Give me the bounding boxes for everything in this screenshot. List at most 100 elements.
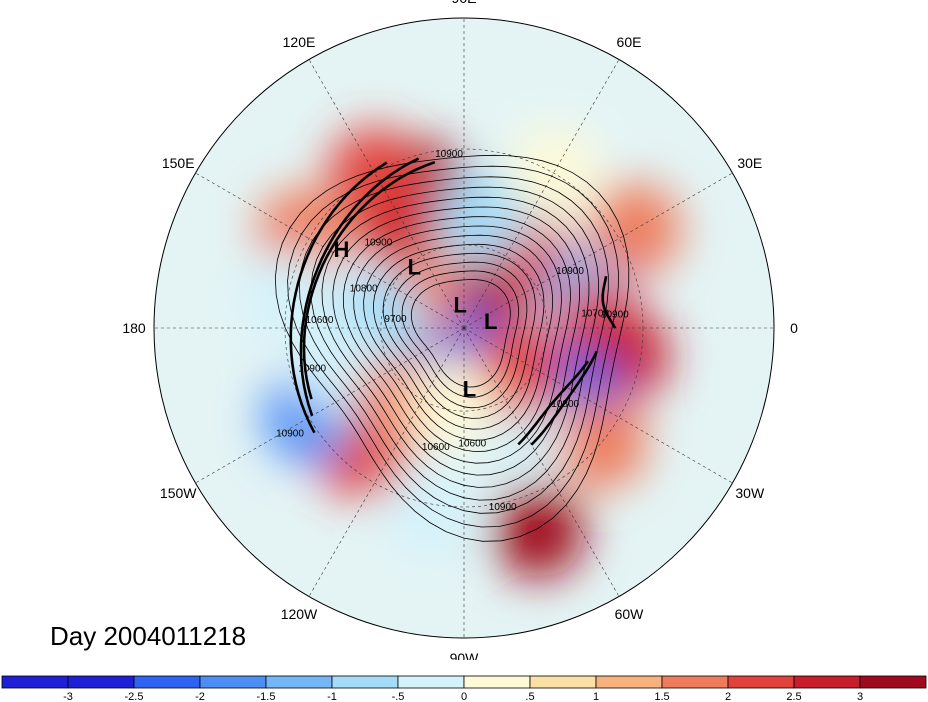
anomaly-field bbox=[154, 18, 774, 638]
jet-core-atlantic bbox=[517, 360, 590, 446]
low-center-label: L bbox=[453, 293, 466, 318]
colorbar-tick-label: -2 bbox=[195, 691, 205, 702]
meridian-line bbox=[308, 327, 465, 597]
longitude-label: 90E bbox=[452, 0, 477, 6]
height-contour bbox=[392, 261, 528, 409]
colorbar-box bbox=[727, 675, 795, 689]
contour-label: 10600 bbox=[422, 442, 450, 453]
height-contour bbox=[363, 234, 554, 441]
colorbar-tick-label: 2 bbox=[725, 691, 731, 702]
jet-core-atlantic bbox=[530, 350, 598, 446]
colorbar-box bbox=[595, 675, 663, 689]
longitude-label: 60W bbox=[615, 606, 645, 622]
jet-core-pacific bbox=[289, 161, 388, 434]
contour-label: 10900 bbox=[556, 266, 584, 277]
height-contours bbox=[274, 154, 630, 542]
contour-label: 10900 bbox=[364, 237, 392, 248]
contour-label: 10600 bbox=[306, 315, 334, 326]
polar-map: 10900 10900 10800 9700 10600 10900 10900 10600 1… bbox=[122, 0, 798, 660]
longitude-label: 150E bbox=[162, 155, 195, 171]
height-contour bbox=[287, 165, 619, 528]
low-center-label: L bbox=[463, 377, 476, 402]
jet-streams bbox=[289, 157, 617, 446]
colorbar-box bbox=[661, 675, 729, 689]
height-contour bbox=[373, 243, 545, 430]
plot-title: Day 2004011218 bbox=[50, 621, 247, 651]
contour-label: 10800 bbox=[551, 399, 579, 410]
meridian-line bbox=[463, 327, 620, 597]
colorbar-box bbox=[331, 675, 399, 689]
longitude-label: 120E bbox=[283, 34, 316, 50]
jet-core-pacific bbox=[302, 160, 436, 400]
latitude-circle bbox=[284, 148, 644, 508]
colorbar-box bbox=[397, 675, 465, 689]
longitude-label: 0 bbox=[790, 320, 798, 336]
contour-label: 10900 bbox=[298, 364, 326, 375]
contour-labels: 10900 10900 10800 9700 10600 10900 10900 10600 1… bbox=[276, 149, 629, 513]
longitude-label: 60E bbox=[617, 34, 642, 50]
height-contour bbox=[332, 206, 581, 476]
longitude-label: 30W bbox=[735, 485, 765, 501]
longitude-label: 150W bbox=[160, 485, 197, 501]
colorbar-tick-label: 1 bbox=[593, 691, 599, 702]
anomaly-blob bbox=[492, 486, 585, 578]
colorbar-tick-label: -2.5 bbox=[125, 691, 144, 702]
contour-label: 10900 bbox=[435, 149, 463, 160]
height-contour bbox=[401, 270, 519, 398]
colorbar-box bbox=[67, 675, 135, 689]
colorbar: -3 -2.5 -2 -1.5 -1 -.5 0 .5 1 1.5 2 2.5 3 bbox=[1, 675, 927, 702]
colorbar-tick-label: .5 bbox=[525, 691, 534, 702]
height-contour bbox=[353, 225, 562, 453]
colorbar-box bbox=[265, 675, 333, 689]
colorbar-tick-label: 1.5 bbox=[654, 691, 669, 702]
jet-core-europe bbox=[601, 276, 617, 329]
colorbar-tick-label: -3 bbox=[63, 691, 73, 702]
meridian-line bbox=[195, 172, 465, 329]
contour-label: 10700 bbox=[581, 309, 609, 320]
longitude-labels: 90E 60E 30E 0 30W 60W 90W 120W 150W 180 150E 120E bbox=[122, 0, 798, 660]
low-center-label: L bbox=[408, 255, 421, 280]
meridian-line bbox=[308, 59, 465, 329]
height-contour bbox=[410, 279, 511, 388]
colorbar-boxes bbox=[1, 675, 927, 689]
height-contour bbox=[298, 176, 609, 514]
longitude-label: 30E bbox=[737, 155, 762, 171]
colorbar-tick-label: 2.5 bbox=[786, 691, 801, 702]
colorbar-tick-label: -.5 bbox=[392, 691, 405, 702]
contour-label: 9700 bbox=[384, 314, 407, 325]
anomaly-blob bbox=[555, 397, 648, 489]
anomaly-blob bbox=[241, 250, 334, 343]
height-contour bbox=[310, 186, 599, 501]
colorbar-ticks: -3 -2.5 -2 -1.5 -1 -.5 0 .5 1 1.5 2 2.5 3 bbox=[63, 691, 863, 702]
anomaly-blob bbox=[589, 183, 681, 276]
meridian-line bbox=[463, 327, 733, 484]
meridian-line bbox=[195, 327, 465, 484]
colorbar-box bbox=[463, 675, 531, 689]
longitude-label: 120W bbox=[281, 606, 318, 622]
jet-core-pacific bbox=[299, 157, 420, 417]
colorbar-box bbox=[859, 675, 927, 689]
colorbar-tick-label: 3 bbox=[857, 691, 863, 702]
longitude-label: 90W bbox=[450, 650, 480, 660]
map-boundary bbox=[153, 17, 775, 639]
colorbar-box bbox=[793, 675, 861, 689]
high-center-label: H bbox=[333, 237, 349, 262]
height-contour bbox=[342, 216, 571, 464]
colorbar-tick-label: -1.5 bbox=[257, 691, 276, 702]
height-contour bbox=[321, 196, 590, 488]
contour-label: 10900 bbox=[276, 429, 304, 440]
colorbar-box bbox=[199, 675, 267, 689]
colorbar-box bbox=[1, 675, 69, 689]
contour-label: 10600 bbox=[458, 439, 486, 450]
longitude-label: 180 bbox=[122, 320, 146, 336]
height-contour bbox=[274, 154, 630, 542]
anomaly-blob bbox=[404, 358, 497, 451]
colorbar-box bbox=[529, 675, 597, 689]
contour-label: 10800 bbox=[350, 284, 378, 295]
meridian-line bbox=[463, 172, 733, 329]
contour-label: 10900 bbox=[489, 502, 517, 513]
contour-label: 10900 bbox=[601, 310, 629, 321]
colorbar-box bbox=[133, 675, 201, 689]
meridian-line bbox=[463, 59, 620, 329]
